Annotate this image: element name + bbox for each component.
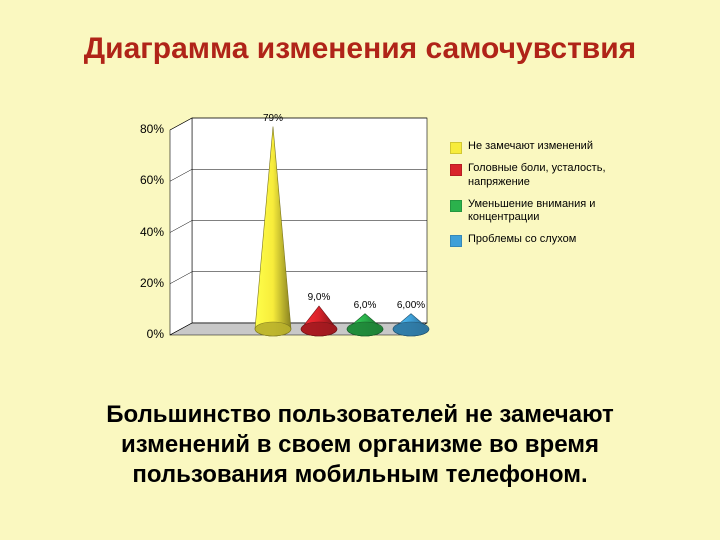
legend-item: Головные боли, усталость, напряжение (450, 162, 608, 190)
legend-swatch (450, 200, 462, 212)
y-tick-label: 80% (130, 122, 164, 136)
y-tick-label: 20% (130, 276, 164, 290)
caption: Большинство пользователей не замечают из… (60, 400, 660, 490)
y-tick-label: 40% (130, 225, 164, 239)
legend-item: Не замечают изменений (450, 140, 608, 154)
legend-swatch (450, 142, 462, 154)
legend-label: Проблемы со слухом (468, 233, 576, 247)
legend-item: Уменьшение внимания и концентрации (450, 198, 608, 226)
value-label: 6,00% (391, 300, 431, 311)
value-label: 79% (253, 113, 293, 124)
legend-label: Уменьшение внимания и концентрации (468, 198, 608, 226)
page-title: Диаграмма изменения самочувствия (0, 32, 720, 66)
legend-swatch (450, 235, 462, 247)
y-tick-label: 60% (130, 173, 164, 187)
value-label: 9,0% (299, 292, 339, 303)
value-label: 6,0% (345, 300, 385, 311)
y-tick-label: 0% (130, 327, 164, 341)
slide: Диаграмма изменения самочувствия 0% 20% 40… (0, 0, 720, 540)
legend-label: Не замечают изменений (468, 140, 593, 154)
legend: Не замечают изменений Головные боли, уста… (450, 140, 608, 255)
legend-label: Головные боли, усталость, напряжение (468, 162, 608, 190)
legend-item: Проблемы со слухом (450, 233, 608, 247)
chart: 0% 20% 40% 60% 80% 79% 9,0% 6,0% 6,00% Не замеч… (120, 110, 660, 370)
legend-swatch (450, 164, 462, 176)
